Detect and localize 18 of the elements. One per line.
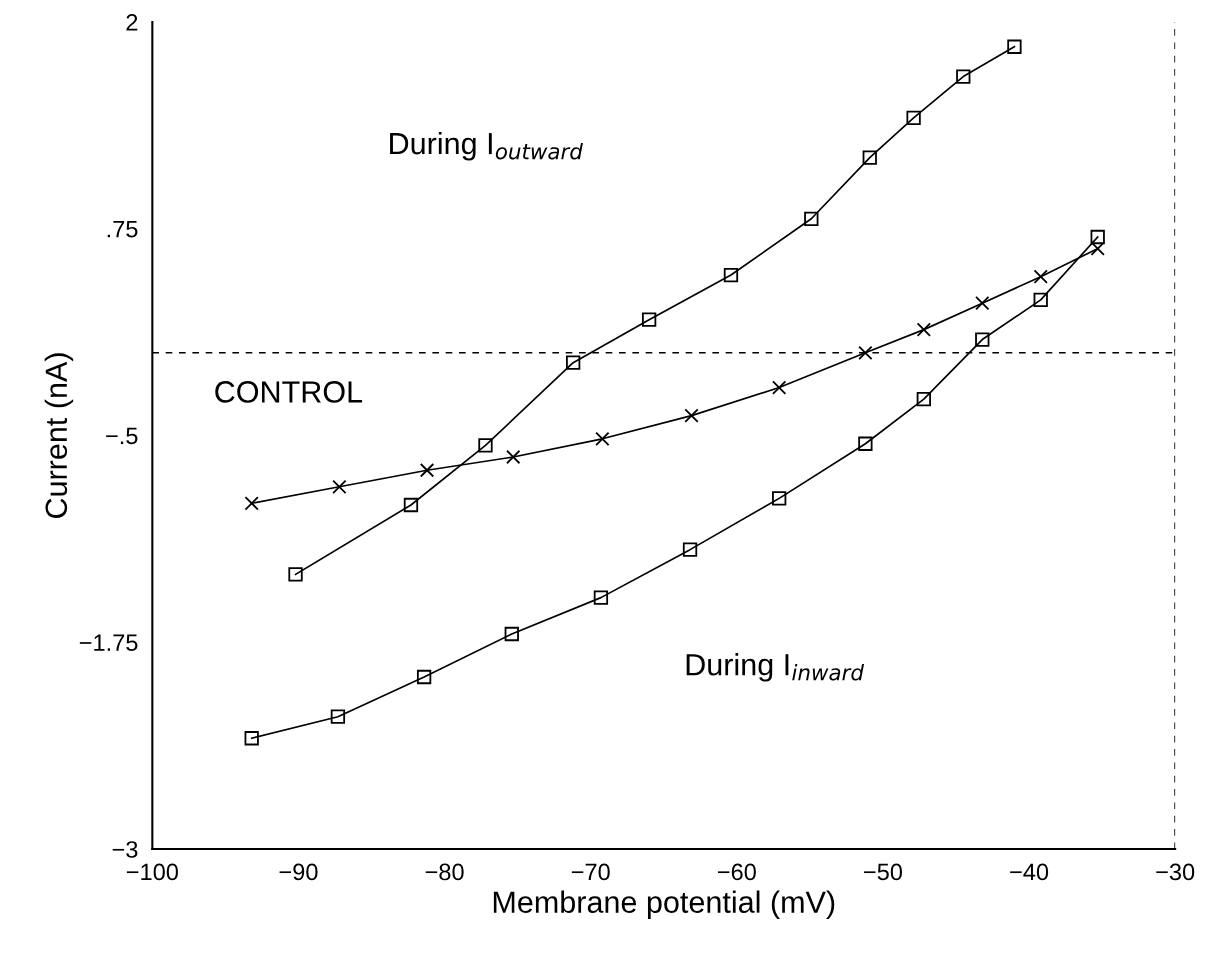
x-axis-title: Membrane potential (mV) — [493, 890, 835, 919]
x-tick-label: −80 — [425, 863, 464, 881]
annotation: During I$_{inward}$ — [686, 653, 865, 682]
x-tick-label: −40 — [1010, 863, 1049, 881]
annotation: During I$_{outward}$ — [390, 131, 583, 161]
y-axis-title: Current (nA) — [44, 353, 74, 518]
y-tick-label: −.5 — [106, 427, 138, 445]
annotation: CONTROL — [215, 381, 363, 403]
x-tick-label: −70 — [571, 863, 610, 881]
x-tick-label: −50 — [864, 863, 903, 881]
y-tick-label: −1.75 — [79, 634, 138, 652]
x-tick-label: −30 — [1156, 863, 1195, 881]
x-tick-label: −60 — [717, 863, 756, 881]
x-tick-label: −90 — [279, 863, 318, 881]
y-tick-label: .75 — [107, 221, 138, 238]
x-tick-label: −100 — [126, 863, 178, 881]
y-tick-label: −3 — [112, 841, 138, 858]
y-tick-label: 2 — [126, 14, 138, 31]
